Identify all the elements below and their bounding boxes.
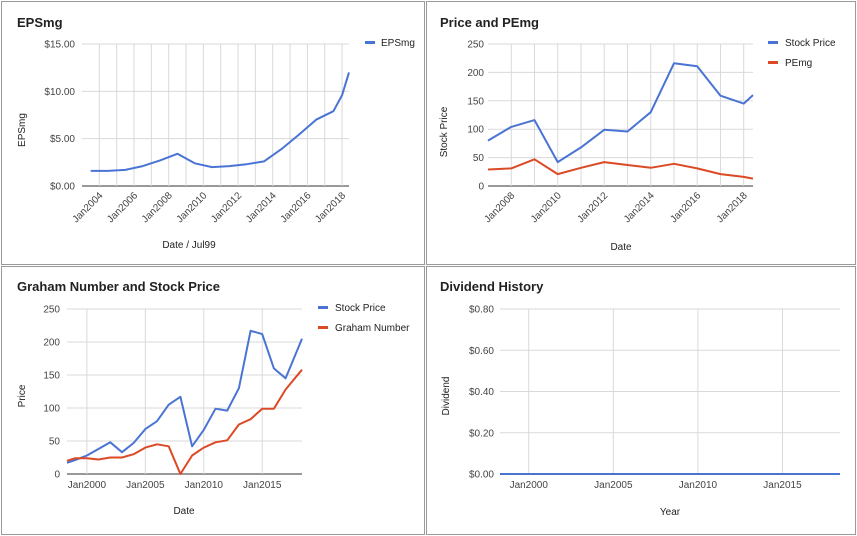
series-line-graham-number [66,369,303,475]
chart-title: Price and PEmg [440,15,539,30]
x-tick-label: Jan2014 [622,190,657,225]
x-tick-label: Jan2006 [105,190,140,225]
x-tick-label: Jan2005 [594,480,633,491]
y-tick-label: 0 [54,470,60,481]
x-tick-label: Jan2000 [510,480,549,491]
eps-chart: EPSmg Jan2004 Jan2006 Jan2008 Jan2010 Jan201… [17,15,415,251]
x-axis-label: Date / Jul99 [162,240,216,251]
y-tick-label: 100 [467,125,484,136]
y-tick-label: 250 [467,40,484,51]
legend-label-epsmg: EPSmg [381,38,415,49]
legend-swatch-pemg [768,61,778,64]
y-tick-label: $5.00 [50,134,75,145]
y-axis-label: EPSmg [17,113,28,147]
x-tick-label: Jan2012 [209,190,244,225]
y-axis-label: Dividend [441,377,452,416]
x-tick-label: Jan2016 [279,190,314,225]
y-tick-label: $15.00 [44,40,75,51]
y-tick-label: 150 [43,371,60,382]
y-tick-label: $0.60 [469,346,494,357]
legend-label-stock-price: Stock Price [335,303,386,314]
legend-label-graham-number: Graham Number [335,323,410,334]
x-axis-label: Date [610,242,632,253]
x-tick-label: Jan2005 [126,480,165,491]
series-line-stock-price [487,62,754,164]
y-tick-label: $0.20 [469,428,494,439]
y-tick-label: 200 [467,68,484,79]
y-tick-label: $10.00 [44,87,75,98]
legend-swatch-stock-price [318,306,328,309]
legend-swatch-epsmg [365,41,375,44]
price-pemg-chart: Price and PEmg Jan2008 Jan2010 Jan2012 Jan2… [439,15,836,253]
x-tick-label: Jan2008 [482,190,517,225]
y-axis-label: Price [17,384,28,407]
legend-label-pemg: PEmg [785,58,812,69]
y-axis-label: Stock Price [439,106,450,157]
dividend-history-chart: Dividend History Jan2000 Jan2005 Jan2010 Ja… [440,279,840,518]
panel-border [426,266,856,535]
y-tick-label: $0.40 [469,387,494,398]
x-axis-label: Year [660,507,681,518]
chart-title: EPSmg [17,15,63,30]
x-tick-label: Jan2010 [529,190,564,225]
chart-legend: Stock Price PEmg [768,38,836,69]
x-tick-label: Jan2010 [175,190,210,225]
graham-number-chart: Graham Number and Stock Price Jan2000 Jan… [17,279,410,517]
y-tick-label: $0.00 [469,470,494,481]
panel-border [1,266,425,535]
x-tick-label: Jan2000 [68,480,107,491]
panel-border [1,1,425,265]
series-line-pemg [487,158,754,180]
x-tick-label: Jan2010 [185,480,224,491]
series-line-epsmg [90,72,350,172]
x-tick-label: Jan2012 [575,190,610,225]
x-tick-label: Jan2015 [243,480,282,491]
x-tick-label: Jan2016 [668,190,703,225]
x-tick-label: Jan2008 [140,190,175,225]
x-tick-label: Jan2018 [715,190,750,225]
y-tick-label: 150 [467,96,484,107]
x-tick-label: Jan2018 [313,190,348,225]
chart-legend: Stock Price Graham Number [318,303,410,334]
legend-swatch-stock-price [768,41,778,44]
x-tick-label: Jan2014 [244,190,279,225]
x-tick-label: Jan2004 [71,190,106,225]
legend-swatch-graham-number [318,326,328,329]
y-tick-label: 50 [49,437,61,448]
y-tick-label: 250 [43,305,60,316]
chart-title: Graham Number and Stock Price [17,279,220,294]
y-tick-label: $0.00 [50,182,75,193]
y-tick-label: 100 [43,404,60,415]
legend-label-stock-price: Stock Price [785,38,836,49]
x-tick-label: Jan2010 [679,480,718,491]
series-line-stock-price [66,329,303,464]
y-tick-label: $0.80 [469,305,494,316]
y-tick-label: 0 [478,182,484,193]
x-axis-label: Date [173,506,195,517]
chart-title: Dividend History [440,279,544,294]
panel-border [426,1,856,265]
y-tick-label: 200 [43,338,60,349]
y-tick-label: 50 [473,153,485,164]
chart-legend: EPSmg [365,38,415,49]
x-tick-label: Jan2015 [763,480,802,491]
